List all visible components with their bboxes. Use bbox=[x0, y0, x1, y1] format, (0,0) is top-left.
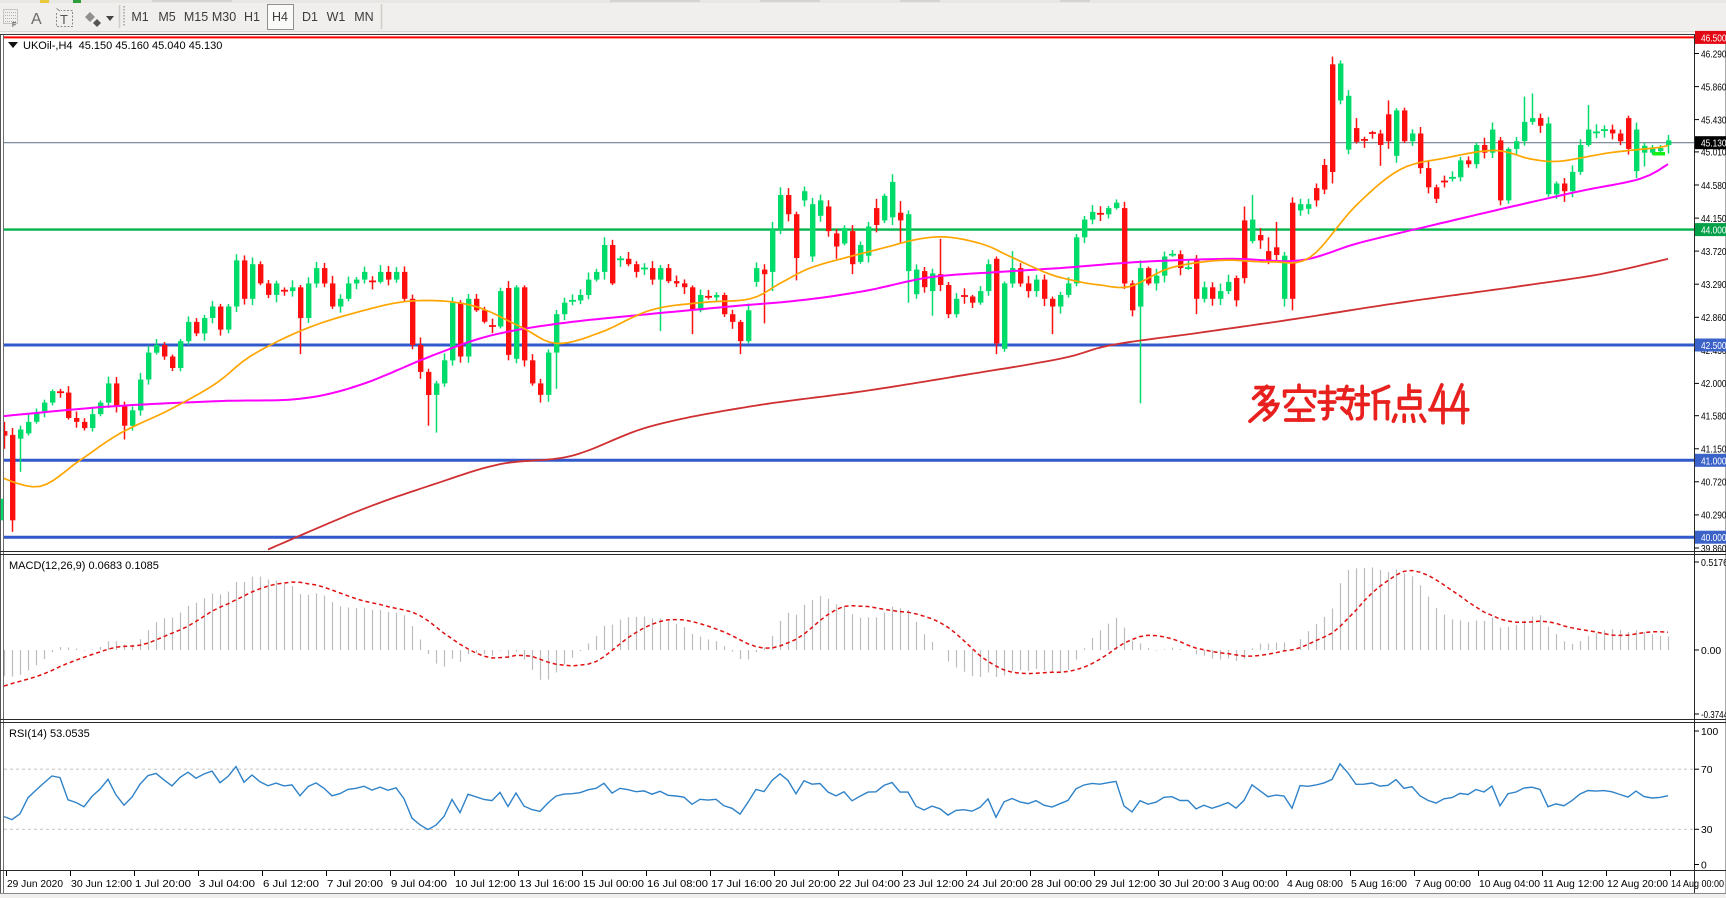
svg-text:28 Jul 00:00: 28 Jul 00:00 bbox=[1031, 879, 1092, 890]
svg-text:10 Aug 04:00: 10 Aug 04:00 bbox=[1479, 879, 1540, 890]
svg-text:30 Jul 20:00: 30 Jul 20:00 bbox=[1159, 879, 1220, 890]
svg-text:H4: H4 bbox=[272, 10, 288, 24]
svg-text:30 Jun 12:00: 30 Jun 12:00 bbox=[71, 879, 132, 890]
svg-text:T: T bbox=[60, 12, 68, 27]
svg-text:16 Jul 08:00: 16 Jul 08:00 bbox=[647, 879, 708, 890]
svg-text:42.000: 42.000 bbox=[1701, 379, 1726, 390]
svg-text:44.150: 44.150 bbox=[1701, 214, 1726, 225]
svg-text:15 Jul 00:00: 15 Jul 00:00 bbox=[583, 879, 644, 890]
svg-text:14 Aug 00:00: 14 Aug 00:00 bbox=[1671, 879, 1724, 890]
svg-text:45.860: 45.860 bbox=[1701, 82, 1726, 93]
svg-text:70: 70 bbox=[1701, 765, 1713, 776]
svg-text:39.860: 39.860 bbox=[1701, 544, 1726, 555]
svg-text:20 Jul 20:00: 20 Jul 20:00 bbox=[775, 879, 836, 890]
svg-text:100: 100 bbox=[1701, 727, 1718, 738]
svg-text:23 Jul 12:00: 23 Jul 12:00 bbox=[903, 879, 964, 890]
svg-text:1 Jul 20:00: 1 Jul 20:00 bbox=[135, 879, 191, 890]
svg-text:29 Jun 2020: 29 Jun 2020 bbox=[7, 879, 63, 890]
svg-text:10 Jul 12:00: 10 Jul 12:00 bbox=[455, 879, 516, 890]
svg-text:6 Jul 12:00: 6 Jul 12:00 bbox=[263, 879, 319, 890]
svg-text:41.000: 41.000 bbox=[1701, 456, 1726, 467]
svg-text:40.720: 40.720 bbox=[1701, 478, 1726, 489]
svg-text:45.010: 45.010 bbox=[1701, 148, 1726, 159]
svg-text:7 Aug 00:00: 7 Aug 00:00 bbox=[1415, 879, 1471, 890]
svg-text:9 Jul 04:00: 9 Jul 04:00 bbox=[391, 879, 447, 890]
svg-text:5 Aug 16:00: 5 Aug 16:00 bbox=[1351, 879, 1407, 890]
svg-text:F: F bbox=[12, 22, 16, 29]
svg-text:M30: M30 bbox=[212, 10, 236, 24]
svg-text:42.500: 42.500 bbox=[1701, 341, 1726, 352]
svg-text:41.580: 41.580 bbox=[1701, 412, 1726, 423]
svg-text:46.290: 46.290 bbox=[1701, 49, 1726, 60]
svg-text:A: A bbox=[31, 11, 42, 28]
svg-text:MN: MN bbox=[354, 10, 373, 24]
svg-text:44.000: 44.000 bbox=[1701, 226, 1726, 237]
svg-text:MACD(12,26,9) 0.0683 0.1085: MACD(12,26,9) 0.0683 0.1085 bbox=[9, 560, 159, 572]
svg-text:3 Aug 00:00: 3 Aug 00:00 bbox=[1223, 879, 1279, 890]
svg-text:30: 30 bbox=[1701, 825, 1713, 836]
svg-text:46.500: 46.500 bbox=[1701, 33, 1726, 44]
svg-text:M5: M5 bbox=[158, 10, 175, 24]
svg-text:RSI(14) 53.0535: RSI(14) 53.0535 bbox=[9, 728, 90, 740]
svg-text:W1: W1 bbox=[327, 10, 346, 24]
svg-text:11 Aug 12:00: 11 Aug 12:00 bbox=[1543, 879, 1604, 890]
svg-text:M1: M1 bbox=[131, 10, 148, 24]
svg-text:41.150: 41.150 bbox=[1701, 445, 1726, 456]
svg-text:H1: H1 bbox=[244, 10, 260, 24]
svg-text:-0.3744: -0.3744 bbox=[1701, 710, 1726, 721]
svg-text:45.430: 45.430 bbox=[1701, 115, 1726, 126]
svg-text:0: 0 bbox=[1701, 860, 1707, 871]
svg-text:45.130: 45.130 bbox=[1701, 139, 1726, 150]
svg-text:0.5176: 0.5176 bbox=[1701, 558, 1726, 569]
svg-text:7 Jul 20:00: 7 Jul 20:00 bbox=[327, 879, 383, 890]
svg-text:43.290: 43.290 bbox=[1701, 280, 1726, 291]
svg-text:4 Aug 08:00: 4 Aug 08:00 bbox=[1287, 879, 1343, 890]
svg-text:22 Jul 04:00: 22 Jul 04:00 bbox=[839, 879, 900, 890]
svg-text:3 Jul 04:00: 3 Jul 04:00 bbox=[199, 879, 255, 890]
svg-text:44.580: 44.580 bbox=[1701, 181, 1726, 192]
svg-text:29 Jul 12:00: 29 Jul 12:00 bbox=[1095, 879, 1156, 890]
svg-text:M15: M15 bbox=[184, 10, 208, 24]
svg-text:43.720: 43.720 bbox=[1701, 247, 1726, 258]
svg-text:42.430: 42.430 bbox=[1701, 346, 1726, 357]
svg-text:13 Jul 16:00: 13 Jul 16:00 bbox=[519, 879, 580, 890]
svg-text:24 Jul 20:00: 24 Jul 20:00 bbox=[967, 879, 1028, 890]
svg-text:42.860: 42.860 bbox=[1701, 313, 1726, 324]
svg-text:12 Aug 20:00: 12 Aug 20:00 bbox=[1607, 879, 1668, 890]
svg-text:17 Jul 16:00: 17 Jul 16:00 bbox=[711, 879, 772, 890]
svg-text:UKOil-,H4 45.150 45.160 45.04: UKOil-,H4 45.150 45.160 45.040 45.130 bbox=[23, 40, 222, 52]
svg-text:40.000: 40.000 bbox=[1701, 533, 1726, 544]
svg-text:0.00: 0.00 bbox=[1701, 646, 1721, 657]
svg-text:40.290: 40.290 bbox=[1701, 511, 1726, 522]
svg-text:D1: D1 bbox=[302, 10, 318, 24]
